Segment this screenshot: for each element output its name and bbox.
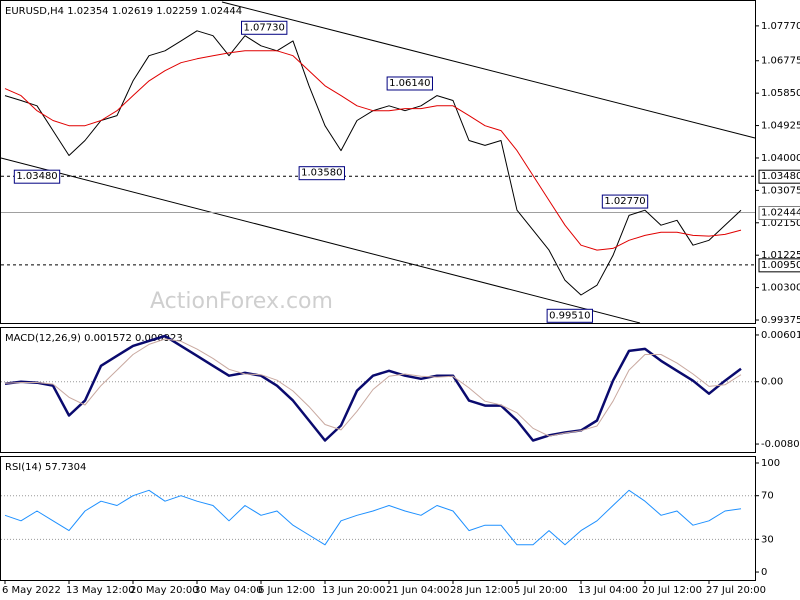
- panel-title: RSI(14) 57.7304: [5, 462, 86, 473]
- channel-lower: [0, 157, 641, 324]
- x-tick-label: 13 Jun 20:00: [322, 585, 386, 596]
- y-tick-label: 1.04000: [761, 153, 800, 164]
- series-line: [4, 30, 742, 296]
- y-tick-label: 100: [761, 458, 780, 469]
- x-tick-label: 21 Jun 04:00: [386, 585, 450, 596]
- x-tick-label: 28 Jun 12:00: [450, 585, 514, 596]
- label-box: [758, 205, 800, 220]
- series-line: [4, 489, 742, 546]
- label-box: [241, 20, 288, 35]
- price-annotation: 0.99510: [549, 310, 590, 321]
- y-tick-label: 70: [761, 491, 774, 502]
- price-annotation: 1.03580: [301, 168, 342, 179]
- x-tick-label: 13 May 12:00: [66, 585, 135, 596]
- x-tick-label: 13 Jul 04:00: [578, 585, 638, 596]
- series-line: [4, 50, 742, 251]
- y-tick-label: 0.006018: [761, 330, 800, 341]
- watermark: ActionForex.com: [150, 289, 333, 314]
- panel-title: EURUSD,H4 1.02354 1.02619 1.02259 1.0244…: [5, 6, 242, 17]
- level-label: 1.03480: [761, 171, 800, 182]
- y-tick-label: 0: [761, 567, 767, 578]
- price-annotation: 1.02770: [604, 196, 645, 207]
- x-tick-label: 20 May 20:00: [130, 585, 199, 596]
- x-tick-label: 6 Jun 12:00: [258, 585, 315, 596]
- x-tick-label: 27 Jul 20:00: [706, 585, 766, 596]
- price-annotation: 1.03480: [16, 171, 57, 182]
- channel-upper: [221, 1, 756, 139]
- series-line: [4, 334, 742, 442]
- label-box: [298, 166, 345, 181]
- y-tick-label: 1.06775: [761, 56, 800, 67]
- rsi-panel: [0, 456, 756, 581]
- y-tick-label: -0.00802: [761, 439, 800, 450]
- label-box: [758, 258, 800, 273]
- y-tick-label: 1.07770: [761, 21, 800, 32]
- y-tick-label: 1.02150: [761, 218, 800, 229]
- label-box: [386, 76, 433, 91]
- series-line: [4, 338, 742, 437]
- y-tick-label: 0.99375: [761, 315, 800, 326]
- label-box: [13, 169, 61, 184]
- y-tick-label: 0.00: [761, 377, 783, 388]
- y-tick-label: 1.05850: [761, 88, 800, 99]
- y-tick-label: 30: [761, 534, 774, 545]
- label-box: [546, 308, 593, 323]
- y-tick-label: 1.01225: [761, 250, 800, 261]
- macd-panel: [0, 327, 756, 453]
- x-tick-label: 6 May 2022: [2, 585, 61, 596]
- price-annotation: 1.07730: [244, 22, 285, 33]
- y-tick-label: 1.04925: [761, 121, 800, 132]
- y-tick-label: 1.03075: [761, 185, 800, 196]
- last-price-label: 1.02444: [761, 207, 800, 218]
- x-tick-label: 5 Jul 20:00: [514, 585, 568, 596]
- price-annotation: 1.06140: [389, 78, 430, 89]
- y-tick-label: 1.00300: [761, 283, 800, 294]
- label-box: [601, 194, 649, 209]
- x-tick-label: 20 Jul 12:00: [642, 585, 702, 596]
- level-label: 1.00950: [761, 260, 800, 271]
- panel-title: MACD(12,26,9) 0.001572 0.000923: [5, 333, 183, 344]
- x-tick-label: 30 May 04:00: [194, 585, 263, 596]
- label-box: [758, 169, 800, 184]
- price-panel: [0, 0, 756, 324]
